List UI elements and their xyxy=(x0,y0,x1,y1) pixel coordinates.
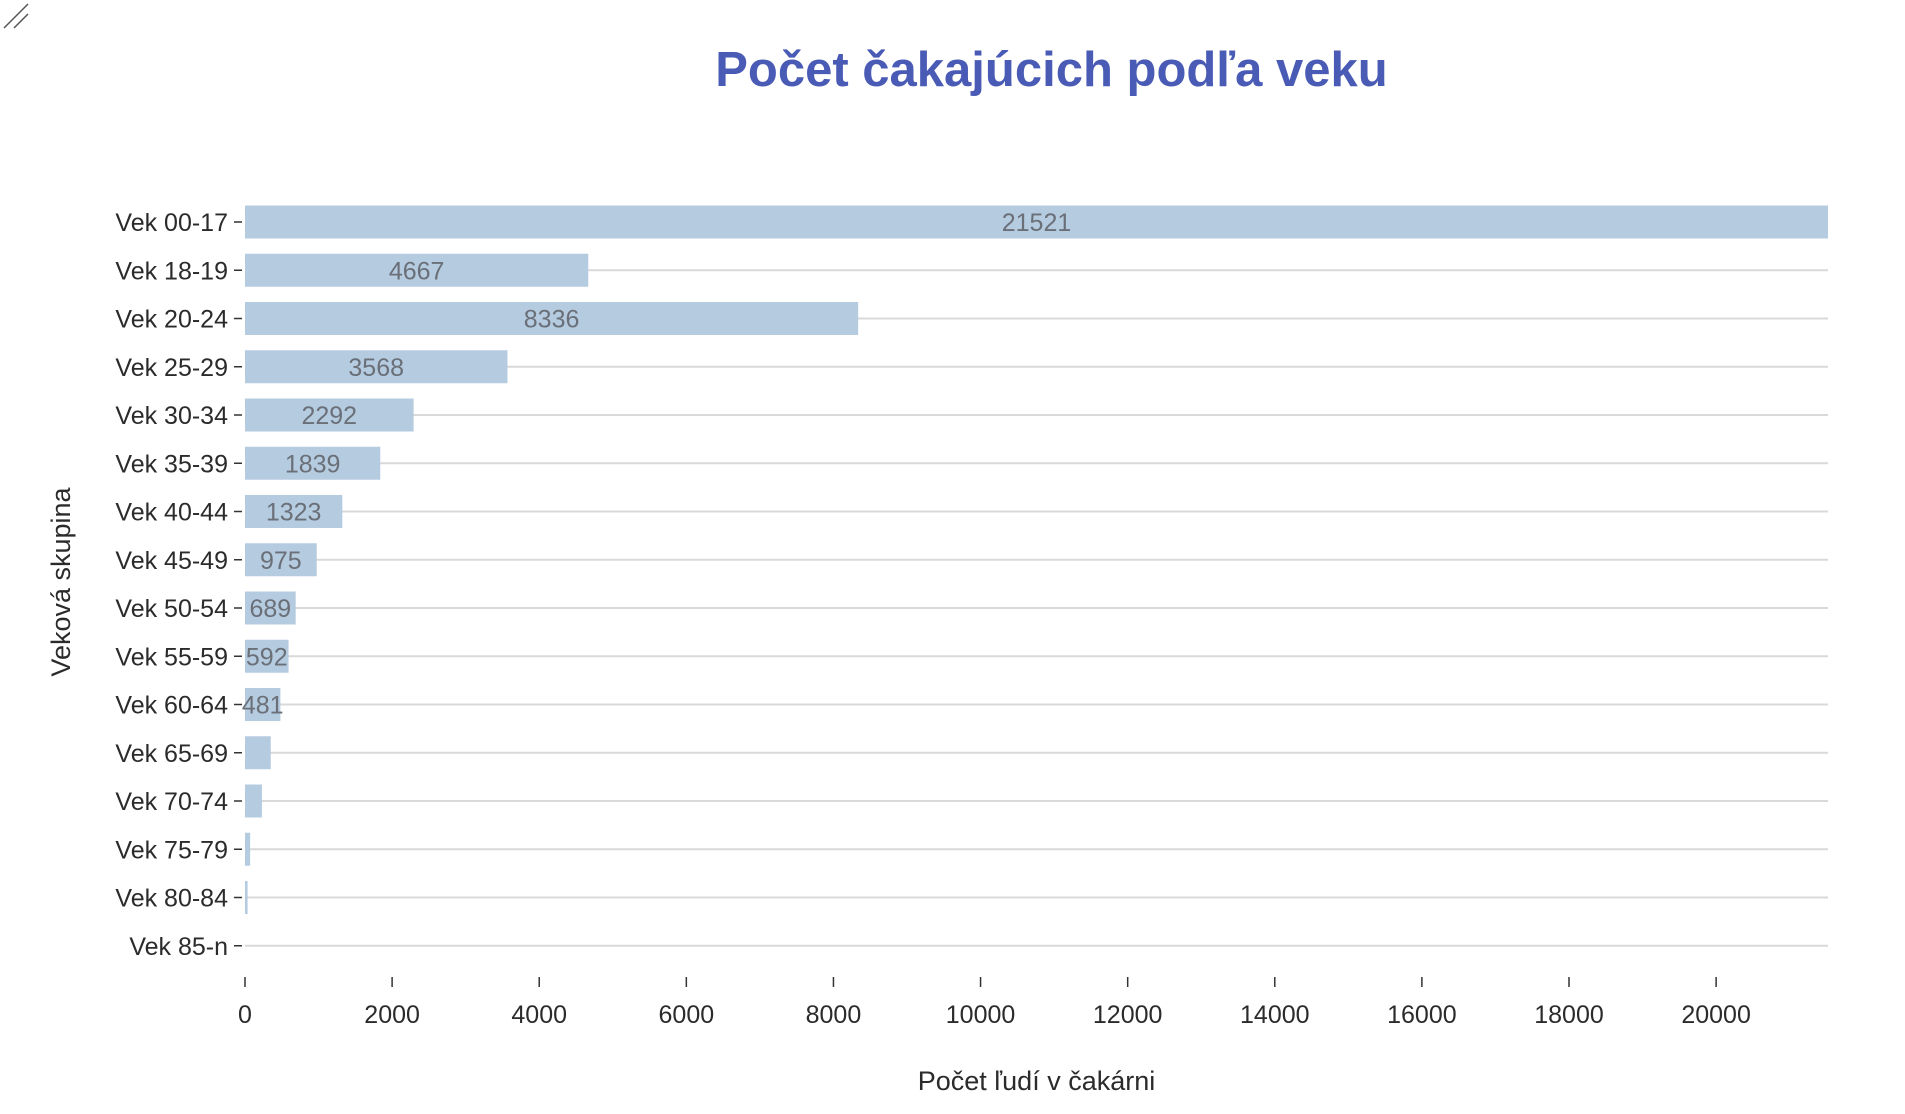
chart-title: Počet čakajúcich podľa veku xyxy=(715,43,1388,97)
bar-data-label: 8336 xyxy=(524,306,580,334)
bar-data-label: 4667 xyxy=(389,257,445,285)
x-tick-label: 10000 xyxy=(946,1001,1016,1029)
bar-data-label: 2292 xyxy=(301,402,357,430)
y-tick-label: Vek 20-24 xyxy=(115,306,228,334)
x-tick-label: 6000 xyxy=(659,1001,715,1029)
x-axis-ticks: 0 2000 4000 6000 8000 10000 12000 14000 16000 180… xyxy=(238,977,1751,1029)
y-tick-label: Vek 85-n xyxy=(129,933,228,961)
bar-data-label: 592 xyxy=(246,643,288,671)
bar-data-label: 21521 xyxy=(1002,209,1072,237)
y-tick-label: Vek 35-39 xyxy=(115,450,228,478)
bar-data-label: 1323 xyxy=(266,499,322,527)
y-tick-label: Vek 18-19 xyxy=(115,257,228,285)
x-axis-title: Počet ľudí v čakárni xyxy=(918,1066,1156,1096)
bar-data-label: 689 xyxy=(249,595,291,623)
bar[interactable] xyxy=(245,591,296,625)
y-tick-label: Vek 60-64 xyxy=(115,692,228,720)
bar[interactable] xyxy=(245,495,343,528)
bars: 21521 4667 8336 3568 2292 1839 1323 975 689 592 48… xyxy=(242,205,1828,914)
y-tick-label: Vek 45-49 xyxy=(115,547,228,575)
bar[interactable] xyxy=(245,350,508,384)
y-tick-label: Vek 50-54 xyxy=(115,595,228,623)
x-tick-label: 2000 xyxy=(364,1001,420,1029)
x-tick-label: 0 xyxy=(238,1001,252,1029)
y-axis-ticks: Vek 00-17 Vek 18-19 Vek 20-24 Vek 25-29 Vek … xyxy=(115,209,242,961)
x-tick-label: 20000 xyxy=(1681,1001,1751,1029)
bar[interactable] xyxy=(245,398,414,432)
bar[interactable] xyxy=(245,736,271,770)
bar[interactable] xyxy=(245,302,859,335)
x-tick-label: 14000 xyxy=(1240,1001,1310,1029)
y-axis-title: Veková skupina xyxy=(46,486,76,676)
y-tick-label: Vek 00-17 xyxy=(115,209,228,237)
y-tick-label: Vek 80-84 xyxy=(115,885,228,913)
y-tick-label: Vek 70-74 xyxy=(115,788,228,816)
bar[interactable] xyxy=(245,253,589,287)
x-tick-label: 18000 xyxy=(1534,1001,1604,1029)
bar[interactable] xyxy=(245,881,248,914)
resize-handle-icon[interactable] xyxy=(0,0,30,30)
x-tick-label: 12000 xyxy=(1093,1001,1163,1029)
bar[interactable] xyxy=(245,832,251,866)
bar-data-label: 481 xyxy=(242,692,284,720)
x-tick-label: 4000 xyxy=(511,1001,567,1029)
bar-data-label: 3568 xyxy=(348,354,404,382)
y-tick-label: Vek 40-44 xyxy=(115,499,228,527)
y-tick-label: Vek 25-29 xyxy=(115,354,228,382)
y-tick-label: Vek 75-79 xyxy=(115,836,228,864)
bar-data-label: 1839 xyxy=(285,450,341,478)
bar[interactable] xyxy=(245,543,317,577)
bar-data-label: 975 xyxy=(260,547,302,575)
y-tick-label: Vek 65-69 xyxy=(115,740,228,768)
x-tick-label: 8000 xyxy=(806,1001,862,1029)
bar[interactable] xyxy=(245,688,281,721)
bar[interactable] xyxy=(245,639,289,673)
bar[interactable] xyxy=(245,784,262,818)
bar[interactable] xyxy=(245,205,1828,239)
y-tick-label: Vek 30-34 xyxy=(115,402,228,430)
x-tick-label: 16000 xyxy=(1387,1001,1457,1029)
y-tick-label: Vek 55-59 xyxy=(115,643,228,671)
bar[interactable] xyxy=(245,446,381,480)
